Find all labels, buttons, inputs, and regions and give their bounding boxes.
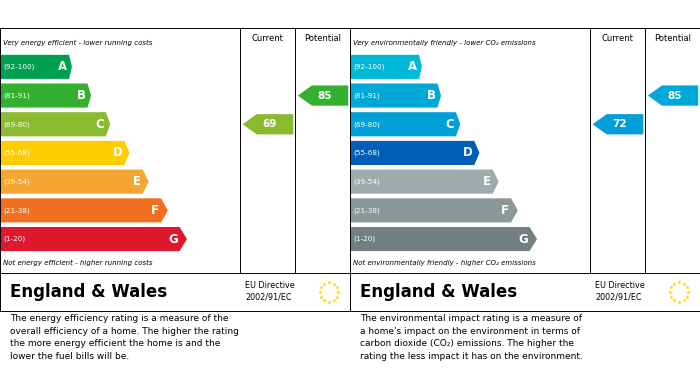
Text: Energy Efficiency Rating: Energy Efficiency Rating (6, 7, 167, 20)
Text: Very environmentally friendly - lower CO₂ emissions: Very environmentally friendly - lower CO… (353, 40, 536, 47)
Polygon shape (0, 84, 91, 108)
Text: F: F (151, 204, 160, 217)
Polygon shape (243, 114, 293, 135)
Text: D: D (113, 147, 122, 160)
Polygon shape (350, 170, 498, 194)
Text: B: B (77, 89, 85, 102)
Text: Potential: Potential (304, 34, 341, 43)
Polygon shape (0, 170, 148, 194)
Text: Current: Current (601, 34, 634, 43)
Polygon shape (0, 112, 111, 136)
Text: 85: 85 (317, 91, 332, 100)
Text: B: B (427, 89, 435, 102)
Text: (92-100): (92-100) (4, 64, 35, 70)
Polygon shape (350, 55, 422, 79)
Text: (21-38): (21-38) (354, 207, 380, 213)
Text: 85: 85 (667, 91, 682, 100)
Text: A: A (408, 60, 417, 74)
Text: The energy efficiency rating is a measure of the
overall efficiency of a home. T: The energy efficiency rating is a measur… (10, 314, 239, 361)
Text: England & Wales: England & Wales (10, 283, 167, 301)
Polygon shape (350, 112, 461, 136)
Text: EU Directive
2002/91/EC: EU Directive 2002/91/EC (595, 281, 645, 301)
Text: (69-80): (69-80) (354, 121, 380, 127)
Text: Potential: Potential (654, 34, 691, 43)
Polygon shape (0, 141, 130, 165)
Polygon shape (350, 198, 518, 222)
Text: The environmental impact rating is a measure of
a home's impact on the environme: The environmental impact rating is a mea… (360, 314, 583, 361)
Text: (81-91): (81-91) (354, 92, 380, 99)
Text: G: G (168, 233, 178, 246)
Text: (1-20): (1-20) (4, 236, 26, 242)
Polygon shape (350, 227, 537, 251)
Text: 72: 72 (612, 119, 626, 129)
Text: F: F (501, 204, 510, 217)
Polygon shape (592, 114, 643, 135)
Polygon shape (0, 198, 168, 222)
Text: (39-54): (39-54) (4, 178, 30, 185)
Text: A: A (58, 60, 67, 74)
Polygon shape (350, 141, 480, 165)
Text: E: E (483, 175, 491, 188)
Polygon shape (0, 55, 72, 79)
Polygon shape (0, 227, 187, 251)
Text: G: G (518, 233, 528, 246)
Text: (1-20): (1-20) (354, 236, 376, 242)
Text: D: D (463, 147, 473, 160)
Text: (55-68): (55-68) (4, 150, 30, 156)
Text: Current: Current (251, 34, 284, 43)
Polygon shape (350, 84, 441, 108)
Polygon shape (298, 85, 349, 106)
Text: Very energy efficient - lower running costs: Very energy efficient - lower running co… (3, 40, 152, 47)
Text: 69: 69 (262, 119, 276, 129)
Text: Not environmentally friendly - higher CO₂ emissions: Not environmentally friendly - higher CO… (353, 260, 536, 265)
Text: (69-80): (69-80) (4, 121, 30, 127)
Text: England & Wales: England & Wales (360, 283, 517, 301)
Text: EU Directive
2002/91/EC: EU Directive 2002/91/EC (245, 281, 295, 301)
Text: Environmental Impact (CO₂) Rating: Environmental Impact (CO₂) Rating (355, 7, 587, 20)
Text: (81-91): (81-91) (4, 92, 30, 99)
Text: E: E (133, 175, 141, 188)
Text: C: C (95, 118, 104, 131)
Text: C: C (445, 118, 454, 131)
Text: (39-54): (39-54) (354, 178, 380, 185)
Text: Not energy efficient - higher running costs: Not energy efficient - higher running co… (3, 260, 153, 265)
Text: (92-100): (92-100) (354, 64, 385, 70)
Text: (55-68): (55-68) (354, 150, 380, 156)
Polygon shape (648, 85, 699, 106)
Text: (21-38): (21-38) (4, 207, 30, 213)
